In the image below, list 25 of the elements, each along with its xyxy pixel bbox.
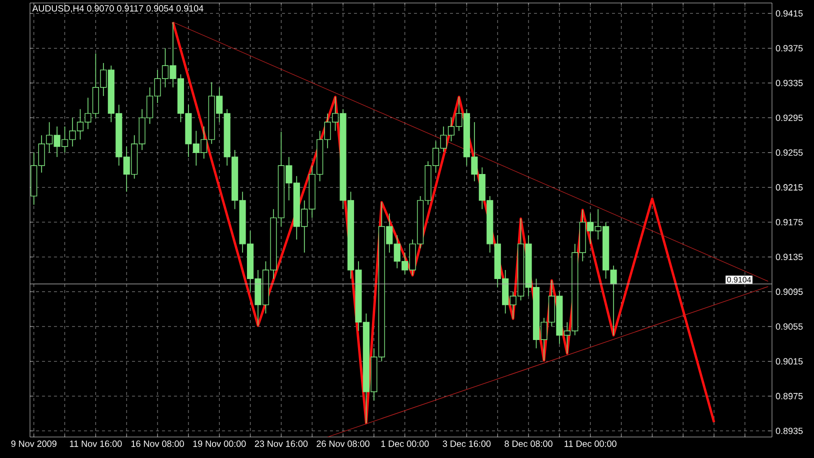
- chart-title: AUDUSD,H4 0.9070 0.9117 0.9054 0.9104: [32, 5, 204, 13]
- y-tick-label: 0.9055: [776, 323, 803, 330]
- x-tick-label: 1 Dec 00:00: [381, 440, 429, 447]
- x-tick-label: 19 Nov 00:00: [193, 440, 246, 447]
- x-tick-label: 23 Nov 16:00: [254, 440, 308, 447]
- y-tick-label: 0.9095: [776, 288, 803, 295]
- x-tick-label: 3 Dec 16:00: [442, 440, 491, 447]
- y-tick-label: 0.8935: [776, 428, 803, 434]
- y-tick-label: 0.9415: [776, 10, 803, 17]
- y-tick-label: 0.9335: [776, 80, 803, 86]
- y-tick-label: 0.9015: [776, 358, 803, 365]
- x-tick-label: 8 Dec 08:00: [504, 440, 552, 447]
- y-tick-label: 0.9135: [776, 254, 803, 260]
- y-tick-label: 0.9255: [776, 149, 803, 156]
- y-tick-label: 0.9375: [776, 45, 803, 52]
- y-tick-label: 0.9215: [776, 184, 803, 191]
- y-tick-label: 0.8975: [776, 392, 803, 400]
- x-tick-label: 11 Nov 16:00: [70, 440, 122, 447]
- x-tick-label: 16 Nov 08:00: [131, 440, 184, 447]
- y-tick-label: 0.9175: [776, 218, 803, 226]
- x-tick-label: 26 Nov 08:00: [316, 440, 370, 447]
- x-tick-label: 11 Dec 00:00: [564, 440, 616, 447]
- y-tick-label: 0.9295: [776, 114, 803, 121]
- x-tick-label: 9 Nov 2009: [11, 440, 56, 447]
- ref-line-label: 0.9104: [727, 276, 752, 283]
